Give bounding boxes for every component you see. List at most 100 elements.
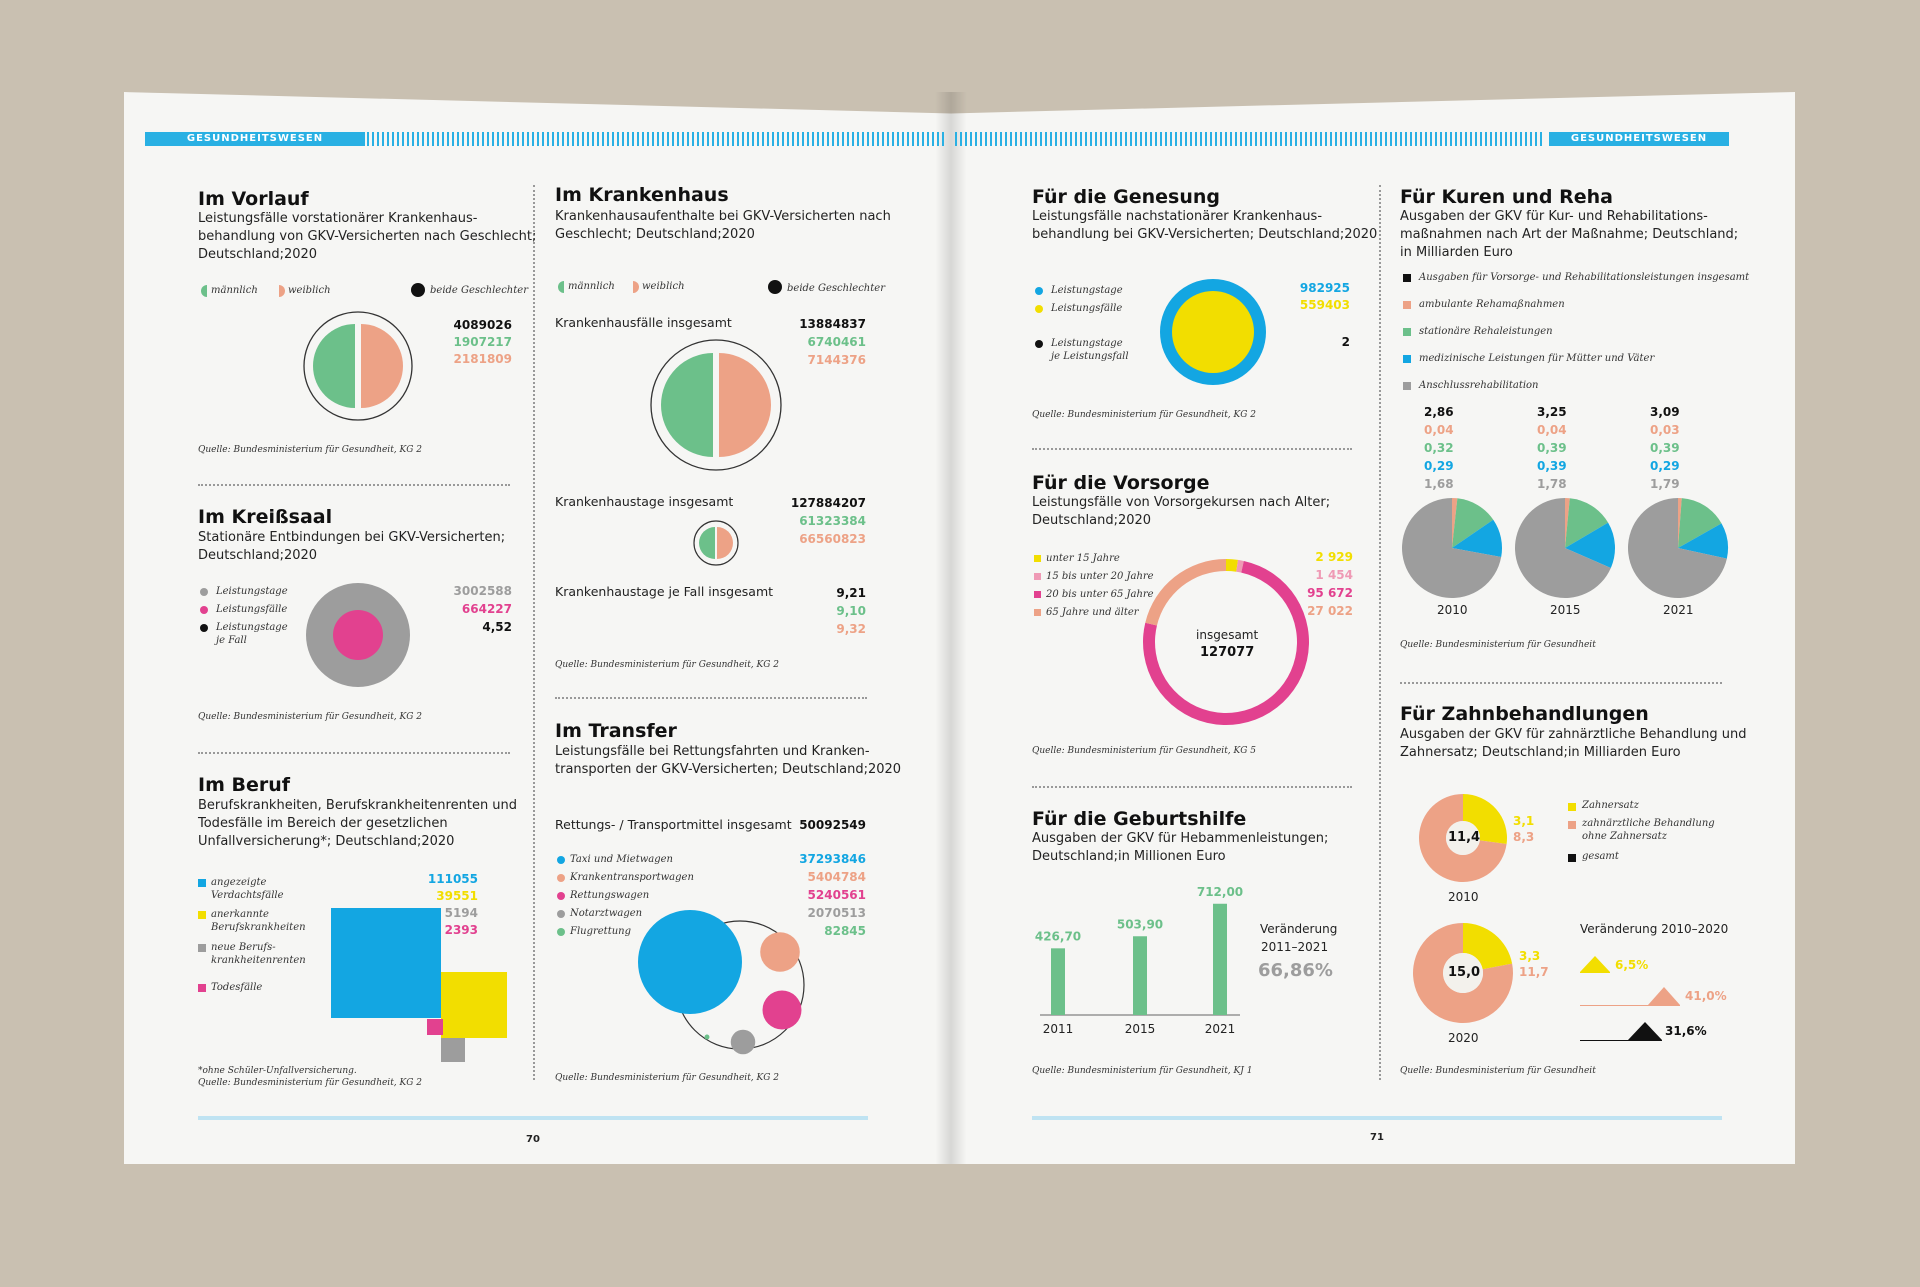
vorlauf-legend-both-dot <box>411 283 425 297</box>
subtitle-line: behandlung von GKV-Versicherten nach Ges… <box>198 229 537 244</box>
kuren-pie-slice <box>1452 519 1502 558</box>
subtitle-line: transporten der GKV-Versicherten; Deutsc… <box>555 762 902 777</box>
kuren-legend-label: Anschlussrehabilitation <box>1419 380 1539 391</box>
kreisssaal-legend-days-dot <box>200 588 208 596</box>
kuren-legend-label: medizinische Leistungen für Mütter und V… <box>1419 353 1655 364</box>
beruf-legend-label: anerkannte <box>211 909 269 920</box>
kuren-value: 0,32 <box>1424 441 1454 455</box>
geburtshilfe-title: Für die Geburtshilfe <box>1032 808 1247 830</box>
kuren-value: 0,29 <box>1650 459 1680 473</box>
kreisssaal-subtitle: Stationäre Entbindungen bei GKV-Versiche… <box>198 529 505 565</box>
header-band-left: GESUNDHEITSWESEN <box>145 132 945 146</box>
genesung-legend-per-line1: Leistungstage <box>1051 338 1123 349</box>
kreisssaal-cases: 664227 <box>461 602 512 616</box>
kuren-legend-swatch <box>1403 328 1411 336</box>
vorsorge-value: 95 672 <box>1307 586 1353 600</box>
transfer-title: Im Transfer <box>555 720 677 742</box>
kuren-value: 1,79 <box>1650 477 1680 491</box>
vorlauf-title: Im Vorlauf <box>198 188 309 210</box>
kuren-value: 3,09 <box>1650 405 1680 419</box>
vorsorge-center-label: insgesamt <box>1196 628 1259 642</box>
kreisssaal-title: Im Kreißsaal <box>198 506 333 528</box>
zahn-change-value: 31,6% <box>1665 1024 1707 1038</box>
zahn-donut-behandlung <box>1413 923 1513 1023</box>
vorsorge-donut <box>1143 559 1309 725</box>
kuren-pie-slice <box>1565 498 1609 548</box>
kreisssaal-legend-per-line1: Leistungstage <box>216 622 288 633</box>
subtitle-line: Ausgaben der GKV für Kur- und Rehabilita… <box>1400 209 1708 224</box>
zahn-legend-label: gesamt <box>1582 851 1619 862</box>
geburtshilfe-bar-value: 426,70 <box>1035 929 1081 943</box>
pie-slice-male <box>699 527 715 559</box>
zahn-value-behandlung: 8,3 <box>1513 830 1535 844</box>
beruf-legend-label: krankheitenrenten <box>211 955 306 966</box>
kuren-value: 0,39 <box>1537 459 1567 473</box>
transfer-legend-dot <box>557 874 565 882</box>
zahn-legend-swatch <box>1568 821 1576 829</box>
kreisssaal-legend-cases: Leistungsfälle <box>216 604 288 615</box>
vorsorge-legend-swatch <box>1034 591 1041 598</box>
kuren-pie-slice <box>1515 498 1611 598</box>
transfer-bubbles <box>638 910 805 1055</box>
genesung-legend-cases-dot <box>1035 305 1043 313</box>
header-stripes-right <box>955 132 1545 146</box>
zahn-donut-zahnersatz <box>1463 923 1513 970</box>
beruf-legend-swatch <box>198 911 206 919</box>
section-label-left: GESUNDHEITSWESEN <box>145 132 365 146</box>
geburtshilfe-change-label-1: Veränderung <box>1260 922 1338 936</box>
vorlauf-total: 4089026 <box>453 318 512 332</box>
subtitle-line: in Milliarden Euro <box>1400 245 1513 260</box>
vorlauf-legend-female: weiblich <box>288 285 331 296</box>
krankenhaus-source: Quelle: Bundesministerium für Gesundheit… <box>555 660 780 670</box>
genesung-chart <box>1160 279 1266 385</box>
krankenhaus-faelle-label: Krankenhausfälle insgesamt <box>555 315 732 330</box>
kuren-legend-swatch <box>1403 355 1411 363</box>
kreisssaal-circle-cases <box>333 610 383 660</box>
krankenhaus-legend-male-icon <box>558 281 564 293</box>
transfer-bubble-rtw <box>762 990 802 1030</box>
pie-slice-female <box>717 527 733 559</box>
geburtshilfe-category: 2015 <box>1125 1022 1156 1036</box>
footer-bar-right <box>1032 1116 1722 1120</box>
vorsorge-subtitle: Leistungsfälle von Vorsorgekursen nach A… <box>1032 494 1330 530</box>
genesung-legend-days: Leistungstage <box>1051 285 1123 296</box>
vorsorge-legend-label: 15 bis unter 20 Jahre <box>1046 571 1154 582</box>
kuren-legend-label: Ausgaben für Vorsorge- und Rehabilitatio… <box>1419 272 1750 283</box>
vorlauf-subtitle: Leistungsfälle vorstationärer Krankenhau… <box>198 210 536 264</box>
transfer-value: 5404784 <box>807 870 866 884</box>
kreisssaal-per-case: 4,52 <box>482 620 512 634</box>
geburtshilfe-bar-chart: 426,70 2011 503,90 2015 712,00 2021 <box>1035 885 1243 1036</box>
geburtshilfe-change-label-2: 2011–2021 <box>1261 940 1329 954</box>
vorsorge-value: 27 022 <box>1307 604 1353 618</box>
vorsorge-legend-label: 20 bis unter 65 Jahre <box>1046 589 1154 600</box>
kuren-value: 0,39 <box>1537 441 1567 455</box>
beruf-subtitle: Berufskrankheiten, Berufskrankheitenrent… <box>198 797 517 851</box>
zahn-title: Für Zahnbehandlungen <box>1400 703 1649 725</box>
vorlauf-legend-male: männlich <box>211 285 258 296</box>
krankenhaus-legend-female-icon <box>633 281 639 293</box>
divider <box>555 697 867 699</box>
beruf-legend-swatch <box>198 879 206 887</box>
kuren-pie <box>1628 498 1728 598</box>
zahn-change-triangle-shape <box>1580 956 1610 972</box>
krankenhaus-faelle-pie <box>650 339 782 471</box>
subtitle-line: Deutschland;2020 <box>198 548 318 563</box>
subtitle-line: behandlung bei GKV-Versicherten; Deutsch… <box>1032 227 1378 242</box>
kuren-legend-label: stationäre Rehaleistungen <box>1419 326 1553 337</box>
krankenhaus-tage-female: 66560823 <box>799 532 866 546</box>
vorsorge-legend-swatch <box>1034 609 1041 616</box>
transfer-subtitle: Leistungsfälle bei Rettungsfahrten und K… <box>555 743 901 779</box>
zahn-change-baseline <box>1580 1040 1662 1041</box>
vorsorge-source: Quelle: Bundesministerium für Gesundheit… <box>1032 746 1257 756</box>
kuren-value: 1,78 <box>1537 477 1567 491</box>
kuren-source: Quelle: Bundesministerium für Gesundheit <box>1400 640 1596 650</box>
kuren-year: 2021 <box>1663 603 1694 617</box>
geburtshilfe-source: Quelle: Bundesministerium für Gesundheit… <box>1032 1066 1253 1076</box>
krankenhaus-legend-both-dot <box>768 280 782 294</box>
page-number-left: 70 <box>526 1134 540 1145</box>
genesung-source: Quelle: Bundesministerium für Gesundheit… <box>1032 410 1257 420</box>
kuren-year: 2015 <box>1550 603 1581 617</box>
vorsorge-legend-label: unter 15 Jahre <box>1046 553 1120 564</box>
geburtshilfe-bar <box>1051 948 1065 1015</box>
section-label-right: GESUNDHEITSWESEN <box>1549 132 1729 146</box>
